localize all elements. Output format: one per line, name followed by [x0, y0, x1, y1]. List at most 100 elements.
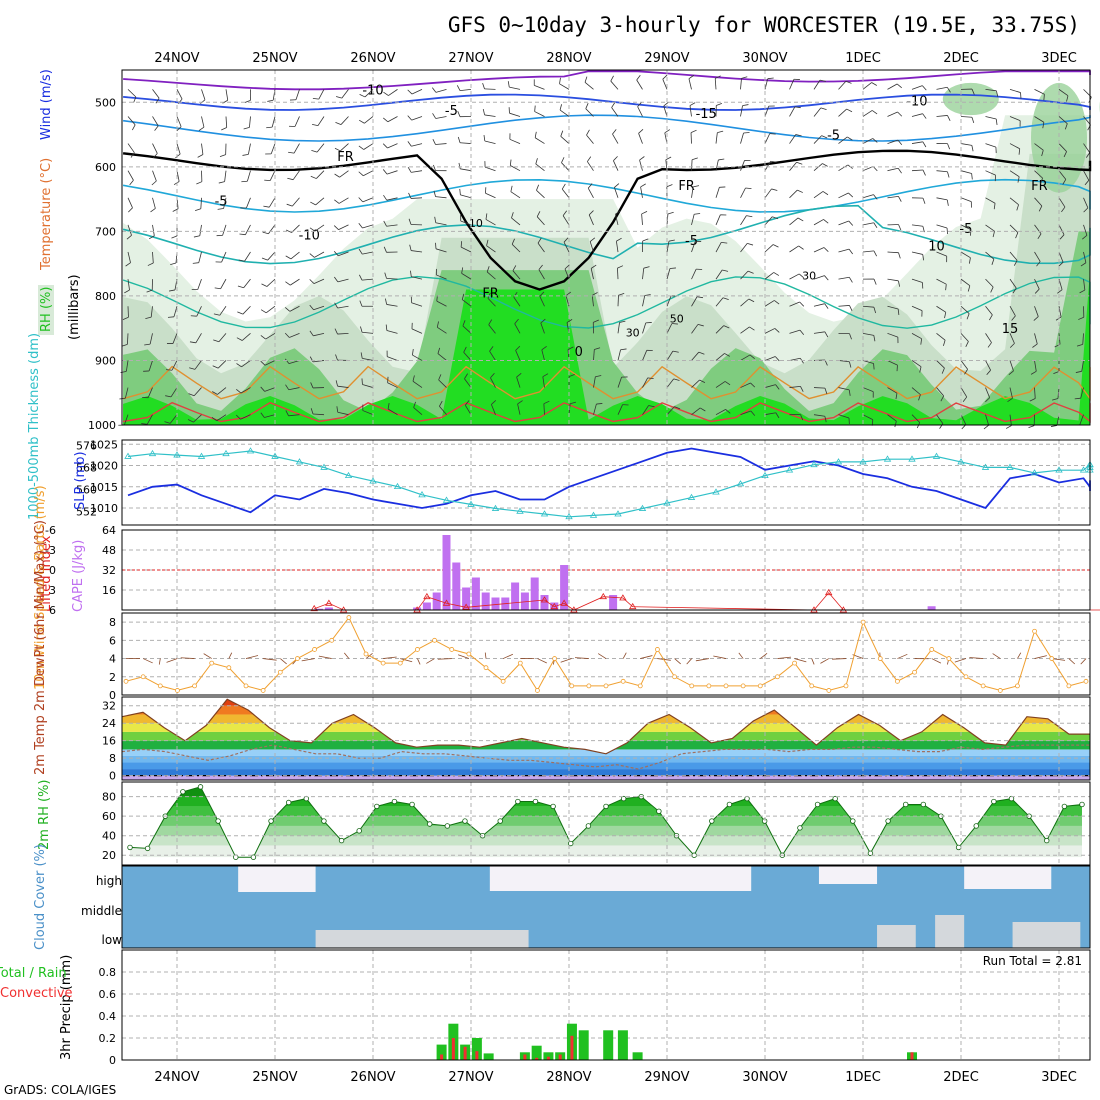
wind-barb-flag [971, 173, 973, 180]
wind-barb [412, 354, 423, 361]
wind-barb [813, 414, 825, 417]
wind-barb-flag [1012, 287, 1017, 294]
temp-tick: 16 [102, 735, 116, 748]
rh-streak [942, 82, 999, 116]
wind-barb-flag [1011, 315, 1016, 321]
wind-barb-flag [848, 248, 853, 255]
wind-barb [362, 251, 374, 255]
rh-band [130, 786, 1082, 797]
wind-barb [887, 332, 898, 338]
wind-barb-flag [1075, 370, 1082, 373]
rh-point [797, 825, 803, 831]
wind-barb-flag [197, 154, 204, 158]
wind-barb-flag [824, 275, 829, 281]
wind-barb [689, 105, 692, 117]
wind-barb [1034, 251, 1041, 262]
wind-speed-point [312, 647, 317, 652]
wind-barb-flag [221, 127, 227, 131]
wind-barb-flag [615, 210, 621, 215]
wind-barb [666, 241, 670, 253]
wind-barb-flag [359, 300, 363, 307]
wind-barb-flag [176, 126, 182, 132]
wind-barb-flag [242, 153, 249, 156]
wind-barb [887, 111, 898, 117]
wind-barb-flag [154, 125, 159, 131]
wind-barb [436, 300, 447, 307]
cape-tick: 32 [102, 564, 116, 577]
wind-barb [513, 296, 521, 307]
thickness-point [222, 449, 230, 457]
wind-barb [172, 333, 178, 344]
wind-barb-flag [724, 353, 730, 357]
wind-barb [960, 414, 967, 425]
wind-barb-flag [539, 291, 545, 297]
wind-barb [193, 414, 202, 423]
wind-barb [150, 306, 153, 318]
thickness-point [442, 496, 451, 503]
wind-barb-flag [261, 257, 268, 261]
wind-barb-flag [335, 354, 338, 361]
wind-barb-flag [459, 188, 461, 195]
wind-barb [715, 381, 726, 388]
rh-point [850, 818, 856, 824]
wind-speed-point [603, 683, 609, 689]
surface-wind-barb [1034, 655, 1047, 659]
rh-point [1061, 803, 1068, 810]
wind-barb-flag [439, 400, 443, 407]
wind-barb [740, 243, 748, 253]
slp-line [127, 447, 1091, 514]
wind-barb [463, 352, 472, 361]
surface-wind-barb [502, 653, 514, 659]
wind-barb-flag [219, 154, 226, 157]
wind-barb-flag [588, 210, 594, 216]
wind-barb [593, 403, 597, 415]
wind-barb-flag [741, 76, 748, 79]
wind-barb [316, 170, 325, 179]
wind-barb-flag [697, 324, 704, 327]
wind-speed-point [466, 651, 472, 657]
wind-barb [152, 89, 160, 99]
wind-barb-flag [939, 423, 944, 429]
cape-bar [520, 592, 529, 610]
wind-barb [249, 116, 251, 128]
thickness-point [932, 452, 941, 459]
wind-barb [196, 306, 202, 317]
wind-barb-flag [460, 241, 463, 248]
wind-barb [936, 333, 946, 341]
rh-point [338, 837, 345, 844]
wind-barb [612, 133, 619, 144]
wind-speed-point [295, 656, 300, 661]
wind-barb-flag [561, 183, 566, 190]
wind-barb-flag [596, 403, 603, 405]
wind-barb-flag [993, 203, 996, 210]
wind-barb [568, 403, 571, 415]
thickness-point [369, 477, 377, 484]
wind-barb-flag [946, 87, 951, 93]
upper-air-ylabel: RH (%) Temperature (°C) Wind (m/s) (mill… [38, 69, 82, 340]
wind-barb-flag [334, 173, 340, 178]
wind-barb-flag [515, 345, 521, 351]
cape-bar [315, 608, 324, 610]
wind-barb-flag [770, 160, 777, 163]
wind-barb [559, 109, 570, 117]
wind-barb-flag [144, 343, 151, 346]
rh-tick: 80 [102, 791, 116, 804]
cape-label: CAPE (J/kg) [71, 540, 86, 612]
wind-barb-flag [612, 129, 617, 135]
thickness-point [467, 500, 475, 507]
wind-barb [386, 197, 398, 201]
contour-label: 0 [575, 345, 583, 360]
wind-barb-flag [387, 403, 390, 410]
wind-barb-flag [665, 156, 672, 161]
wind-barb [642, 295, 646, 307]
isotherm [122, 114, 1091, 142]
wind-barb-flag [568, 374, 575, 377]
wind-barb [911, 278, 923, 283]
wind-barb [715, 132, 718, 144]
wind-barb [610, 80, 619, 90]
wind-barb-flag [895, 393, 898, 400]
cape-bar [471, 577, 480, 610]
wind-barb-flag [946, 199, 949, 206]
wind-barb-flag [537, 237, 542, 244]
wind-barb [740, 160, 745, 171]
